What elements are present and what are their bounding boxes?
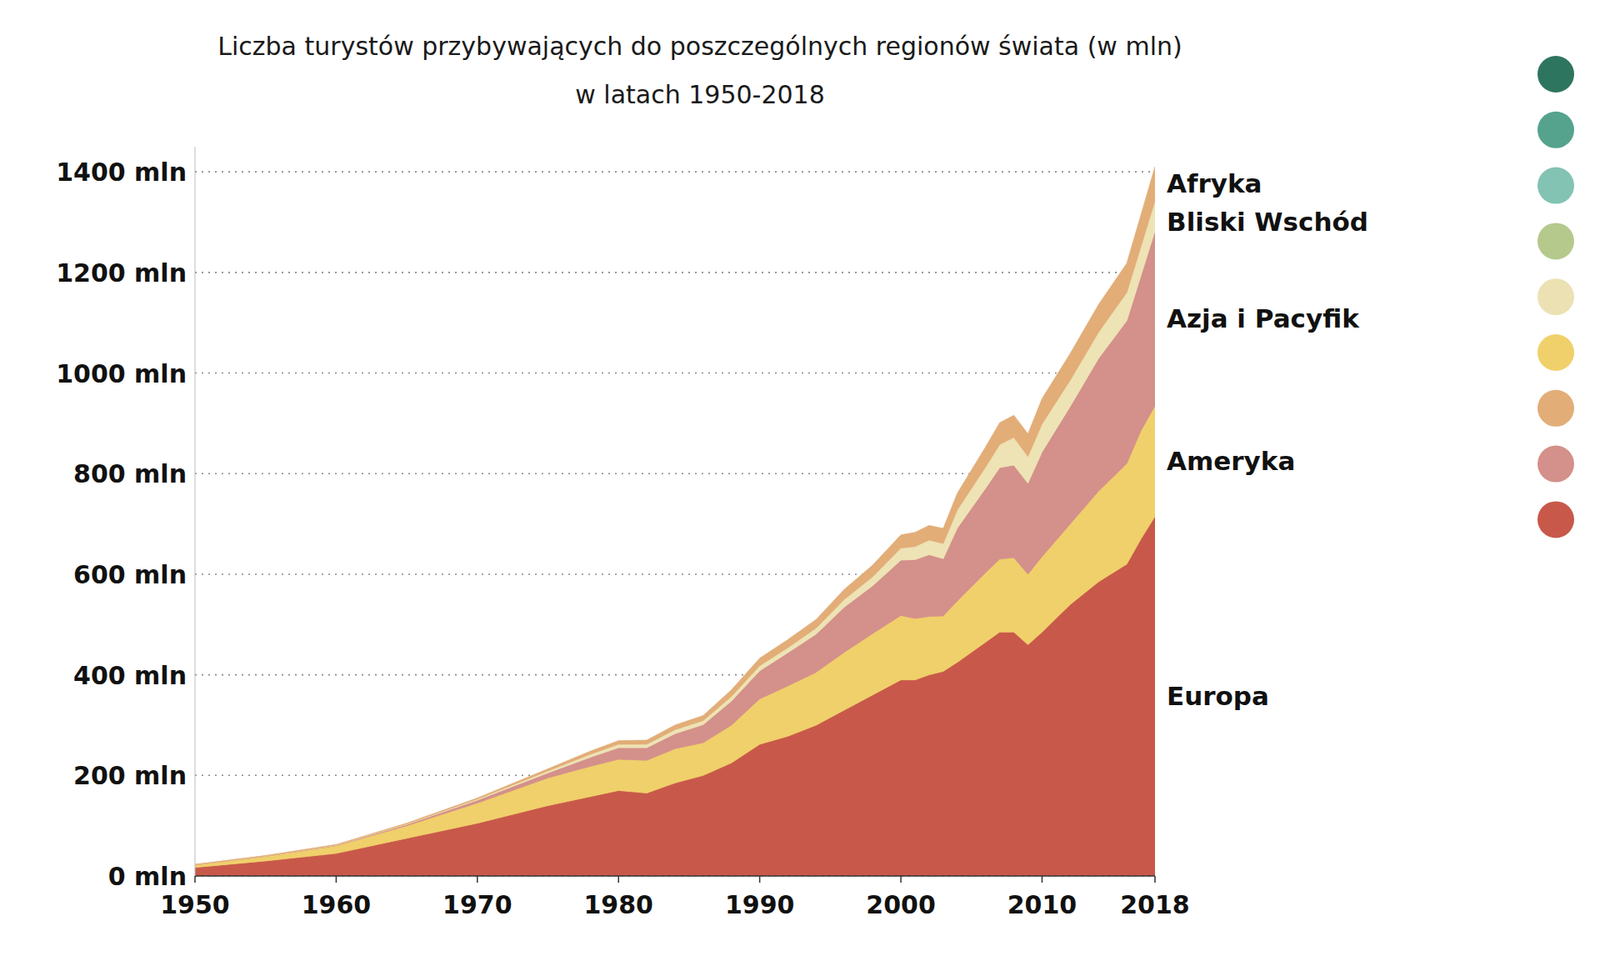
grid-line bbox=[195, 271, 1155, 274]
x-tick-label: 1950 bbox=[160, 890, 230, 920]
x-tick-label: 2010 bbox=[1007, 890, 1078, 920]
x-tick-label: 1970 bbox=[442, 890, 513, 920]
y-tick-label: 200 mln bbox=[73, 760, 187, 790]
x-tick bbox=[900, 875, 902, 883]
legend-dot bbox=[1537, 167, 1575, 205]
y-tick-label: 1000 mln bbox=[55, 359, 187, 389]
x-tick bbox=[617, 875, 620, 883]
series-label: Afryka bbox=[1166, 168, 1263, 199]
area bbox=[195, 200, 1155, 865]
area bbox=[195, 166, 1155, 865]
title: Liczba turystów przybywających do poszcz… bbox=[217, 31, 1182, 61]
series-label: Ameryka bbox=[1166, 445, 1295, 476]
x-tick-label: 2018 bbox=[1120, 890, 1190, 920]
y-tick-label: 1200 mln bbox=[55, 258, 187, 288]
grid bbox=[195, 171, 1155, 876]
grid-line bbox=[195, 170, 1155, 173]
legend-dot bbox=[1537, 500, 1575, 538]
y-tick-label: 1400 mln bbox=[55, 157, 187, 187]
legend-dot bbox=[1537, 445, 1575, 483]
area bbox=[195, 230, 1155, 865]
x-tick bbox=[476, 875, 479, 883]
grid-line bbox=[195, 372, 1155, 375]
y-tick-label: 0 mln bbox=[108, 861, 187, 891]
legend-dot bbox=[1537, 222, 1575, 260]
x-tick bbox=[1154, 875, 1156, 883]
y-axis bbox=[195, 146, 196, 876]
x-tick-label: 1960 bbox=[301, 890, 372, 920]
subtitle: w latach 1950-2018 bbox=[575, 80, 825, 110]
x-tick bbox=[194, 875, 196, 883]
legend-dot bbox=[1537, 55, 1575, 93]
legend-dot bbox=[1537, 111, 1575, 149]
x-tick bbox=[335, 875, 338, 883]
legend-dot bbox=[1537, 278, 1575, 315]
x-tick bbox=[759, 875, 761, 883]
y-tick-label: 800 mln bbox=[73, 459, 187, 489]
x-tick-label: 1990 bbox=[725, 890, 795, 920]
series-label: Europa bbox=[1166, 680, 1270, 711]
areas bbox=[195, 166, 1155, 876]
series-label: Azja i Pacyfik bbox=[1166, 303, 1360, 334]
x-tick bbox=[1041, 875, 1044, 883]
chart: Liczba turystów przybywających do poszcz… bbox=[0, 0, 1600, 966]
legend-dot bbox=[1537, 334, 1575, 371]
x-tick-label: 2000 bbox=[865, 890, 936, 920]
series-label: Bliski Wschód bbox=[1166, 206, 1369, 237]
grid-line bbox=[195, 875, 1155, 877]
y-tick-label: 400 mln bbox=[73, 660, 187, 690]
legend-dot bbox=[1537, 390, 1575, 427]
x-tick-label: 1980 bbox=[583, 890, 654, 920]
y-tick-label: 600 mln bbox=[73, 560, 187, 590]
x-axis bbox=[195, 875, 1155, 877]
